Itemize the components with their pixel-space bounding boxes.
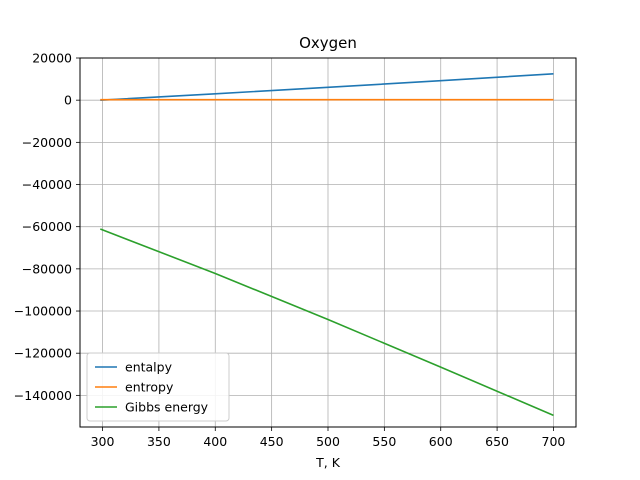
chart-title: Oxygen — [299, 34, 357, 52]
series-line — [100, 73, 554, 101]
y-tick-label: −100000 — [14, 304, 72, 319]
x-tick-label: 550 — [372, 434, 396, 449]
x-tick-label: 300 — [91, 434, 115, 449]
legend: entalpy entropy Gibbs energy — [86, 352, 230, 422]
x-tick-label: 700 — [542, 434, 566, 449]
x-tick-label: 650 — [485, 434, 509, 449]
y-tick-label: −20000 — [22, 135, 72, 150]
series-line — [100, 228, 554, 417]
series-lines — [100, 73, 554, 417]
y-tick-label: 0 — [64, 93, 72, 108]
x-tick-label: 600 — [429, 434, 453, 449]
ticks: 300 350 400 450 500 550 600 650 700 20000 0 −20000 −… — [14, 51, 566, 450]
x-tick-label: 350 — [147, 434, 171, 449]
y-tick-label: 20000 — [32, 51, 72, 66]
y-tick-label: −120000 — [14, 346, 72, 361]
legend-box — [86, 352, 230, 422]
x-tick-label: 400 — [203, 434, 227, 449]
legend-label: entropy — [125, 380, 174, 395]
y-tick-label: −80000 — [22, 261, 72, 276]
legend-label: entalpy — [125, 360, 173, 375]
y-tick-label: −140000 — [14, 388, 72, 403]
x-tick-label: 500 — [316, 434, 340, 449]
legend-label: Gibbs energy — [125, 400, 209, 415]
x-axis-label: T, K — [315, 455, 341, 470]
x-tick-label: 450 — [260, 434, 284, 449]
y-tick-label: −40000 — [22, 177, 72, 192]
y-tick-label: −60000 — [22, 219, 72, 234]
